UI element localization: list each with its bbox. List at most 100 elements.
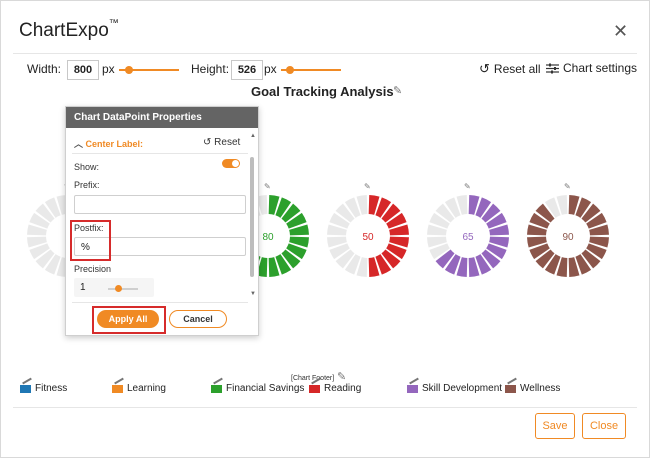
- reset-all-button[interactable]: ↺ Reset all: [479, 61, 541, 76]
- chart-settings-button[interactable]: Chart settings: [546, 61, 637, 75]
- legend-label: Learning: [127, 383, 166, 394]
- donut-segment: [427, 224, 447, 236]
- chart-footer-label[interactable]: [Chart Footer]: [291, 375, 335, 382]
- donut-segment: [268, 195, 280, 215]
- donut-segment: [429, 212, 450, 229]
- donut-segment: [529, 243, 550, 260]
- legend-item-reading[interactable]: Reading: [309, 383, 361, 394]
- prefix-input[interactable]: [74, 195, 246, 214]
- panel-header: Chart DataPoint Properties: [66, 107, 258, 128]
- edit-pencil-icon[interactable]: ✎: [264, 182, 271, 191]
- precision-input[interactable]: 1: [74, 278, 154, 297]
- donut-segment: [27, 224, 47, 236]
- legend-item-skill-development[interactable]: Skill Development: [407, 383, 502, 394]
- footer-divider: [13, 407, 637, 408]
- donut-segment: [586, 212, 607, 229]
- donut-segment: [427, 236, 447, 248]
- panel-scrollbar[interactable]: ▲ ▼: [250, 133, 256, 298]
- donut-segment: [544, 197, 561, 218]
- center-label-section-toggle[interactable]: ︿ Center Label:: [74, 139, 144, 149]
- donut-segment: [281, 249, 301, 269]
- donut-segment: [335, 203, 355, 223]
- donut-segment: [389, 224, 409, 236]
- donut-segment: [575, 254, 592, 275]
- donut-segment: [268, 257, 280, 277]
- donut-segment: [381, 249, 401, 269]
- scroll-thumb[interactable]: [250, 157, 254, 277]
- donut-segment: [27, 236, 47, 248]
- width-slider-knob[interactable]: [125, 66, 133, 74]
- donut-value-label: 90: [562, 232, 574, 243]
- donut-reading[interactable]: 50 ✎: [327, 182, 409, 277]
- donut-segment: [368, 257, 380, 277]
- donut-segment: [44, 197, 61, 218]
- donut-segment: [389, 236, 409, 248]
- scroll-down-icon[interactable]: ▼: [250, 291, 256, 297]
- legend-item-fitness[interactable]: Fitness: [20, 383, 67, 394]
- edit-pencil-icon[interactable]: ✎: [564, 182, 571, 191]
- show-toggle[interactable]: [222, 159, 240, 168]
- save-button[interactable]: Save: [535, 413, 575, 439]
- reset-icon: ↺: [203, 137, 212, 148]
- donut-segment: [581, 203, 601, 223]
- donut-segment: [256, 195, 268, 215]
- height-slider-track[interactable]: [281, 69, 341, 71]
- edit-title-pencil-icon[interactable]: ✎: [393, 85, 403, 97]
- height-slider-knob[interactable]: [286, 66, 294, 74]
- sliders-icon: [546, 63, 559, 73]
- legend-item-financial-savings[interactable]: Financial Savings: [211, 383, 304, 394]
- legend-item-learning[interactable]: Learning: [112, 383, 166, 394]
- legend-label: Wellness: [520, 383, 561, 394]
- donut-segment: [286, 243, 307, 260]
- donut-segment: [575, 197, 592, 218]
- donut-segment: [475, 197, 492, 218]
- legend-item-wellness[interactable]: Wellness: [505, 383, 560, 394]
- chevron-up-icon: ︿: [74, 139, 84, 149]
- scroll-up-icon[interactable]: ▲: [250, 133, 256, 139]
- cancel-button[interactable]: Cancel: [169, 310, 227, 328]
- reset-icon: ↺: [479, 61, 490, 76]
- donut-segment: [435, 249, 455, 269]
- donut-skill-development[interactable]: 65 ✎: [427, 182, 509, 277]
- donut-segment: [327, 236, 347, 248]
- donut-segment: [527, 236, 547, 248]
- donut-segment: [29, 243, 50, 260]
- precision-slider-knob[interactable]: [115, 285, 122, 292]
- donut-segment: [435, 203, 455, 223]
- donut-segment: [386, 243, 407, 260]
- width-slider-track[interactable]: [119, 69, 179, 71]
- donut-segment: [275, 254, 292, 275]
- edit-pencil-icon[interactable]: ✎: [464, 182, 471, 191]
- legend-swatch: [112, 384, 123, 393]
- postfix-input[interactable]: %: [74, 237, 246, 256]
- donut-value-label: 80: [262, 232, 274, 243]
- edit-pencil-icon[interactable]: ✎: [364, 182, 371, 191]
- panel-reset-button[interactable]: ↺ Reset: [203, 137, 241, 148]
- donut-segment: [556, 195, 568, 215]
- donut-segment: [329, 243, 350, 260]
- donut-segment: [568, 257, 580, 277]
- donut-segment: [456, 257, 468, 277]
- donut-segment: [29, 212, 50, 229]
- header-divider: [13, 53, 637, 54]
- postfix-highlight: [70, 220, 111, 261]
- donut-segment: [489, 236, 509, 248]
- donut-segment: [256, 257, 268, 277]
- donut-segment: [329, 212, 350, 229]
- close-button[interactable]: Close: [582, 413, 626, 439]
- chart-title[interactable]: Goal Tracking Analysis: [251, 84, 394, 99]
- width-input[interactable]: 800: [67, 60, 99, 80]
- donut-segment: [356, 257, 368, 277]
- donut-segment: [586, 243, 607, 260]
- edit-footer-pencil-icon[interactable]: ✎: [337, 371, 347, 383]
- apply-all-button[interactable]: Apply All: [97, 310, 159, 328]
- prefix-label: Prefix:: [74, 180, 100, 190]
- close-icon[interactable]: ✕: [613, 21, 629, 41]
- donut-wellness[interactable]: 90 ✎: [527, 182, 609, 277]
- donut-value-label: 65: [462, 232, 474, 243]
- height-input[interactable]: 526: [231, 60, 263, 80]
- precision-slider-track[interactable]: [108, 288, 138, 290]
- donut-segment: [581, 249, 601, 269]
- panel-divider-bottom: [72, 302, 248, 303]
